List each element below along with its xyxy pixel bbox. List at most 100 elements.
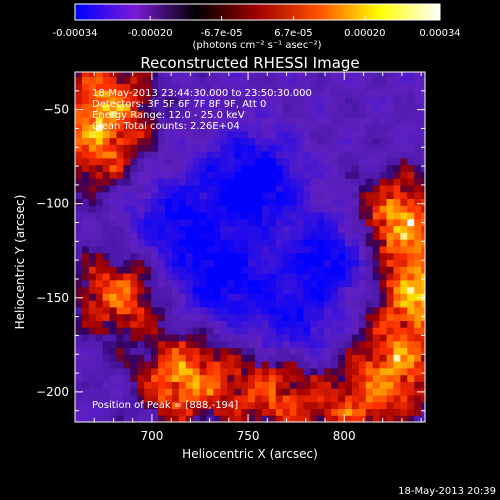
heatmap-cell (116, 212, 125, 220)
heatmap-cell (289, 347, 298, 355)
heatmap-cell (351, 232, 360, 240)
heatmap-cell (331, 306, 339, 315)
heatmap-cell (199, 110, 208, 118)
heatmap-cell (351, 367, 360, 376)
heatmap-cell (303, 279, 311, 288)
heatmap-cell (116, 96, 125, 105)
heatmap-cell (331, 401, 339, 410)
heatmap-cell (220, 320, 228, 328)
heatmap-cell (400, 408, 408, 416)
heatmap-cell (414, 218, 422, 227)
heatmap-cell (178, 212, 187, 220)
heatmap-cell (178, 401, 187, 410)
heatmap-cell (255, 157, 263, 166)
heatmap-cell (289, 232, 298, 240)
heatmap-cell (296, 374, 305, 382)
heatmap-cell (116, 90, 125, 98)
heatmap-cell (365, 388, 374, 396)
heatmap-cell (178, 225, 187, 233)
heatmap-cell (379, 198, 388, 206)
heatmap-cell (282, 76, 291, 84)
heatmap-cell (296, 381, 305, 389)
heatmap-cell (275, 130, 284, 139)
heatmap-cell (365, 178, 374, 186)
heatmap-cell (185, 144, 194, 152)
heatmap-cell (386, 394, 395, 403)
heatmap-cell (379, 164, 388, 172)
heatmap-cell (241, 239, 249, 247)
heatmap-cell (116, 151, 125, 159)
heatmap-cell (234, 306, 242, 315)
heatmap-cell (255, 184, 263, 193)
heatmap-cell (213, 401, 221, 410)
heatmap-cell (261, 232, 270, 240)
heatmap-cell (400, 198, 408, 206)
heatmap-cell (248, 212, 256, 220)
heatmap-cell (255, 117, 263, 125)
heatmap-cell (81, 401, 90, 410)
heatmap-cell (178, 171, 187, 179)
heatmap-cell (144, 340, 152, 349)
heatmap-cell (220, 171, 228, 179)
heatmap-cell (102, 415, 111, 422)
heatmap-cell (365, 83, 374, 91)
heatmap-cell (393, 239, 401, 247)
heatmap-cell (234, 171, 242, 179)
heatmap-cell (282, 306, 291, 315)
heatmap-cell (220, 232, 228, 240)
heatmap-cell (282, 340, 291, 349)
heatmap-cell (331, 408, 339, 416)
heatmap-cell (81, 300, 90, 308)
heatmap-cell (220, 130, 228, 139)
heatmap-cell (303, 286, 311, 294)
heatmap-cell (151, 96, 159, 105)
heatmap-cell (75, 178, 83, 186)
heatmap-cell (317, 130, 325, 139)
heatmap-cell (158, 171, 166, 179)
heatmap-cell (275, 245, 284, 254)
heatmap-cell (310, 178, 318, 186)
heatmap-cell (95, 340, 104, 349)
heatmap-cell (81, 144, 90, 152)
heatmap-cell (324, 347, 332, 355)
heatmap-cell (393, 225, 401, 233)
heatmap-cell (123, 306, 131, 315)
heatmap-cell (234, 157, 242, 166)
heatmap-cell (95, 218, 104, 227)
heatmap-cell (220, 361, 228, 369)
heatmap-cell (158, 415, 166, 422)
heatmap-cell (185, 252, 194, 261)
heatmap-cell (248, 144, 256, 152)
heatmap-cell (102, 123, 111, 132)
heatmap-cell (81, 151, 90, 159)
heatmap-cell (151, 408, 159, 416)
heatmap-cell (296, 72, 305, 78)
heatmap-cell (123, 340, 131, 349)
heatmap-cell (345, 272, 353, 281)
heatmap-cell (421, 83, 425, 91)
heatmap-cell (255, 394, 263, 403)
heatmap-cell (261, 225, 270, 233)
heatmap-cell (109, 340, 118, 349)
heatmap-cell (123, 123, 131, 132)
heatmap-cell (116, 388, 125, 396)
heatmap-cell (185, 279, 194, 288)
heatmap-cell (95, 205, 104, 213)
heatmap-cell (324, 354, 332, 362)
heatmap-cell (137, 83, 145, 91)
heatmap-cell (158, 313, 166, 321)
heatmap-cell (130, 239, 138, 247)
heatmap-cell (289, 103, 298, 111)
heatmap-cell (144, 178, 152, 186)
heatmap-cell (372, 72, 381, 78)
heatmap-cell (351, 388, 360, 396)
heatmap-cell (358, 361, 367, 369)
heatmap-cell (116, 191, 125, 200)
heatmap-cell (400, 205, 408, 213)
heatmap-cell (379, 218, 388, 227)
heatmap-cell (296, 401, 305, 410)
heatmap-cell (102, 272, 111, 281)
heatmap-cell (282, 239, 291, 247)
heatmap-cell (400, 225, 408, 233)
heatmap-cell (255, 374, 263, 382)
